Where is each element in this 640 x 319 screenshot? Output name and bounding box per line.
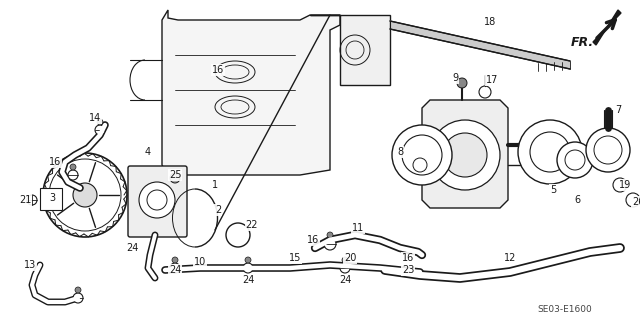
Text: 22: 22 [246, 220, 259, 230]
Circle shape [402, 135, 442, 175]
Circle shape [413, 158, 427, 172]
Text: 13: 13 [24, 260, 36, 270]
Circle shape [75, 287, 81, 293]
Circle shape [557, 142, 593, 178]
Text: 16: 16 [49, 157, 61, 167]
Polygon shape [310, 15, 390, 85]
Circle shape [530, 132, 570, 172]
Text: 23: 23 [402, 265, 414, 275]
FancyBboxPatch shape [128, 166, 187, 237]
Circle shape [327, 232, 333, 238]
Circle shape [147, 190, 167, 210]
Circle shape [73, 293, 83, 303]
Text: 24: 24 [169, 265, 181, 275]
Circle shape [226, 223, 250, 247]
Polygon shape [390, 21, 570, 69]
Circle shape [245, 257, 251, 263]
Circle shape [342, 257, 348, 263]
Circle shape [172, 257, 178, 263]
Circle shape [479, 86, 491, 98]
Circle shape [340, 263, 350, 273]
Text: 14: 14 [89, 113, 101, 123]
Circle shape [457, 78, 467, 88]
Polygon shape [422, 100, 508, 208]
Circle shape [95, 125, 105, 135]
Polygon shape [593, 10, 621, 45]
Circle shape [613, 178, 627, 192]
Circle shape [430, 120, 500, 190]
Text: 4: 4 [145, 147, 151, 157]
Circle shape [565, 150, 585, 170]
Circle shape [518, 120, 582, 184]
Circle shape [392, 125, 452, 185]
Circle shape [139, 182, 175, 218]
Circle shape [73, 183, 97, 207]
Text: 8: 8 [397, 147, 403, 157]
Circle shape [97, 119, 103, 125]
Circle shape [594, 136, 622, 164]
Circle shape [68, 170, 78, 180]
Text: 25: 25 [169, 170, 181, 180]
Text: 24: 24 [242, 275, 254, 285]
Text: 9: 9 [452, 73, 458, 83]
Text: 17: 17 [486, 75, 498, 85]
Circle shape [43, 153, 127, 237]
Text: 15: 15 [289, 253, 301, 263]
Polygon shape [162, 10, 340, 175]
Text: 2: 2 [215, 205, 221, 215]
Circle shape [243, 263, 253, 273]
Text: 24: 24 [126, 243, 138, 253]
Text: 24: 24 [339, 275, 351, 285]
Text: 6: 6 [574, 195, 580, 205]
Circle shape [49, 159, 121, 231]
Circle shape [586, 128, 630, 172]
Text: 10: 10 [194, 257, 206, 267]
Text: 20: 20 [344, 253, 356, 263]
Circle shape [27, 195, 37, 205]
Circle shape [626, 193, 640, 207]
Circle shape [324, 238, 336, 250]
Text: 18: 18 [484, 17, 496, 27]
Text: 19: 19 [619, 180, 631, 190]
Text: 3: 3 [49, 193, 55, 203]
Text: SE03-E1600: SE03-E1600 [538, 306, 593, 315]
Text: FR.: FR. [570, 35, 593, 48]
Text: 5: 5 [550, 185, 556, 195]
Polygon shape [40, 188, 62, 210]
Text: 16: 16 [212, 65, 224, 75]
Text: 26: 26 [632, 197, 640, 207]
Text: 11: 11 [352, 223, 364, 233]
Text: 16: 16 [307, 235, 319, 245]
Text: 12: 12 [504, 253, 516, 263]
Circle shape [443, 133, 487, 177]
Circle shape [170, 263, 180, 273]
Text: 1: 1 [212, 180, 218, 190]
Text: 21: 21 [19, 195, 31, 205]
Text: 16: 16 [402, 253, 414, 263]
Circle shape [170, 173, 180, 183]
Circle shape [70, 164, 76, 170]
Text: 7: 7 [615, 105, 621, 115]
